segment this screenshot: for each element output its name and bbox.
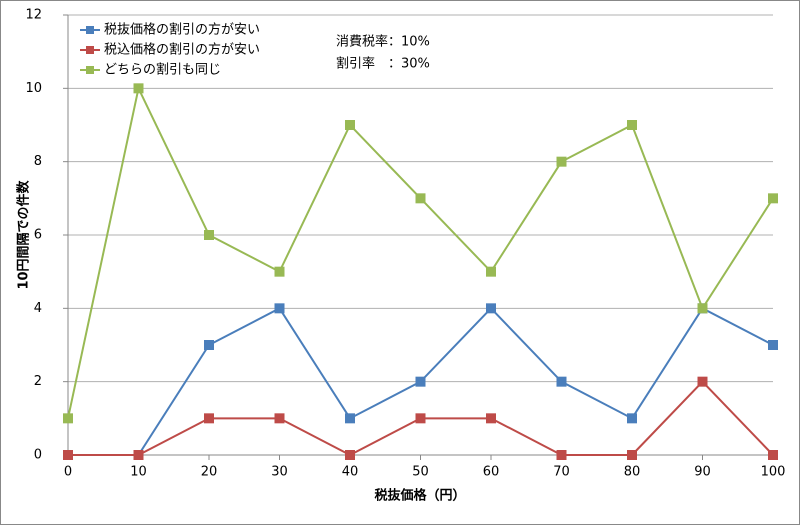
marker <box>697 376 708 387</box>
annotation: 消費税率：10% <box>336 34 430 50</box>
x-tick-label: 80 <box>624 465 641 480</box>
marker <box>415 193 426 204</box>
y-tick-label: 12 <box>25 8 42 23</box>
marker <box>204 340 214 350</box>
marker <box>345 413 355 424</box>
marker <box>63 450 73 460</box>
marker <box>627 120 637 130</box>
y-axis-label: 10円間隔での件数 <box>16 179 32 289</box>
marker <box>274 303 285 314</box>
x-tick-label: 10 <box>130 465 147 480</box>
marker <box>768 450 778 460</box>
annotation: 割引率 ：30% <box>336 56 430 72</box>
marker <box>768 340 778 350</box>
x-tick-label: 50 <box>412 465 429 480</box>
legend-label: 税抜価格の割引の方が安い <box>104 22 260 38</box>
legend-marker <box>86 26 94 34</box>
marker <box>486 413 496 424</box>
marker <box>697 303 708 314</box>
x-axis-label: 税抜価格（円） <box>374 488 465 504</box>
marker <box>345 450 355 460</box>
marker <box>133 83 144 94</box>
marker <box>133 450 144 460</box>
marker <box>768 193 778 204</box>
marker <box>204 230 214 240</box>
legend-label: どちらの割引も同じ <box>104 62 221 78</box>
marker <box>556 156 567 167</box>
marker <box>274 413 285 424</box>
marker <box>63 413 73 424</box>
marker <box>204 413 214 424</box>
y-tick-label: 8 <box>34 154 42 169</box>
y-tick-label: 6 <box>34 228 42 243</box>
marker <box>486 303 496 314</box>
x-tick-label: 20 <box>201 465 218 480</box>
x-tick-label: 60 <box>483 465 500 480</box>
x-tick-label: 100 <box>761 465 786 480</box>
marker <box>627 450 637 460</box>
marker <box>556 450 567 460</box>
x-tick-label: 30 <box>271 465 288 480</box>
x-tick-label: 0 <box>64 465 72 480</box>
x-tick-label: 90 <box>694 465 711 480</box>
marker <box>274 266 285 277</box>
marker <box>556 376 567 387</box>
legend-label: 税込価格の割引の方が安い <box>104 42 260 58</box>
y-tick-label: 4 <box>34 301 42 316</box>
marker <box>486 266 496 277</box>
x-tick-label: 40 <box>342 465 359 480</box>
x-tick-label: 70 <box>553 465 570 480</box>
marker <box>627 413 637 424</box>
legend-marker <box>86 66 94 74</box>
marker <box>415 376 426 387</box>
y-tick-label: 0 <box>34 448 42 463</box>
y-tick-label: 10 <box>25 81 42 96</box>
marker <box>415 413 426 424</box>
legend-marker <box>86 46 94 54</box>
marker <box>345 120 355 130</box>
y-tick-label: 2 <box>34 374 42 389</box>
